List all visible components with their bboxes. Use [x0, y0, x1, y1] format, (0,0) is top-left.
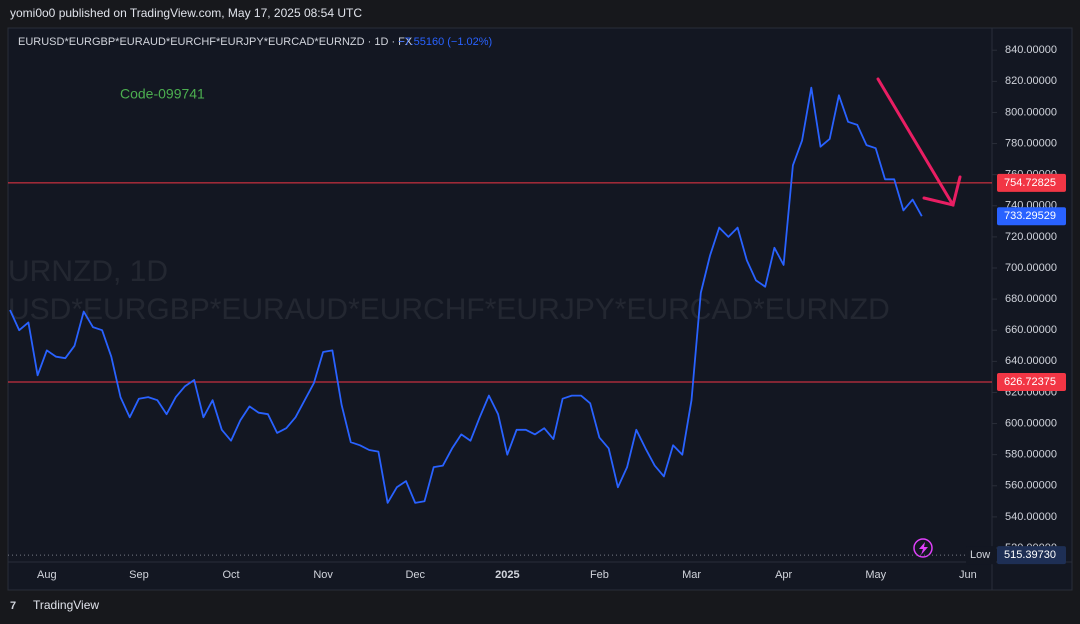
x-tick-label: Mar	[682, 569, 701, 581]
y-tick-label: 700.00000	[1005, 262, 1057, 274]
x-tick-label: 2025	[495, 569, 519, 581]
y-tick-label: 640.00000	[1005, 355, 1057, 367]
arrow	[876, 77, 962, 207]
legend-symbol: EURUSD*EURGBP*EURAUD*EURCHF*EURJPY*EURCA…	[18, 36, 413, 48]
last-price-label-box	[997, 207, 1066, 226]
hline-label-box	[997, 372, 1066, 391]
publisher: yomi0o0 published on TradingView.com, Ma…	[10, 6, 362, 20]
y-tick-label: 600.00000	[1005, 417, 1057, 429]
low-label-box	[997, 546, 1066, 565]
x-tick-label: Feb	[590, 569, 609, 581]
y-tick-label: 800.00000	[1005, 106, 1057, 118]
y-tick-label: 720.00000	[1005, 231, 1057, 243]
y-tick-label: 780.00000	[1005, 137, 1057, 149]
watermark: USD*EURGBP*EURAUD*EURCHF*EURJPY*EURCAD*E…	[8, 293, 890, 326]
chart-pane	[7, 27, 1073, 591]
last-price-label: 733.29529	[1004, 210, 1056, 222]
price-line	[9, 86, 923, 504]
legend-change: −7.55160 (−1.02%)	[398, 36, 492, 48]
y-tick-label: 660.00000	[1005, 324, 1057, 336]
alert-icon	[913, 538, 933, 558]
low-label: 515.39730	[1004, 549, 1056, 561]
x-tick-label: Aug	[37, 569, 57, 581]
x-tick-label: Nov	[313, 569, 333, 581]
annotation: Code-099741	[120, 86, 205, 102]
x-tick-label: May	[865, 569, 886, 581]
low-name-box	[966, 546, 996, 565]
x-tick-label: Dec	[405, 569, 425, 581]
x-tick-label: Jun	[959, 569, 977, 581]
y-tick-label: 540.00000	[1005, 511, 1057, 523]
x-tick-label: Apr	[775, 569, 792, 581]
low-name: Low	[970, 549, 990, 561]
alert-bolt	[919, 542, 928, 555]
hline-label: 626.72375	[1004, 376, 1056, 388]
y-tick-label: 680.00000	[1005, 293, 1057, 305]
x-tick-label: Oct	[222, 569, 239, 581]
y-tick-label: 580.00000	[1005, 449, 1057, 461]
y-tick-label: 840.00000	[1005, 44, 1057, 56]
y-tick-label: 820.00000	[1005, 75, 1057, 87]
x-tick-label: Sep	[129, 569, 149, 581]
tv-logo: 7	[10, 600, 16, 612]
hline-label: 754.72825	[1004, 177, 1056, 189]
footer-brand: TradingView	[33, 598, 99, 612]
y-tick-label: 560.00000	[1005, 480, 1057, 492]
watermark: URNZD, 1D	[8, 255, 168, 288]
hline-label-box	[997, 173, 1066, 192]
